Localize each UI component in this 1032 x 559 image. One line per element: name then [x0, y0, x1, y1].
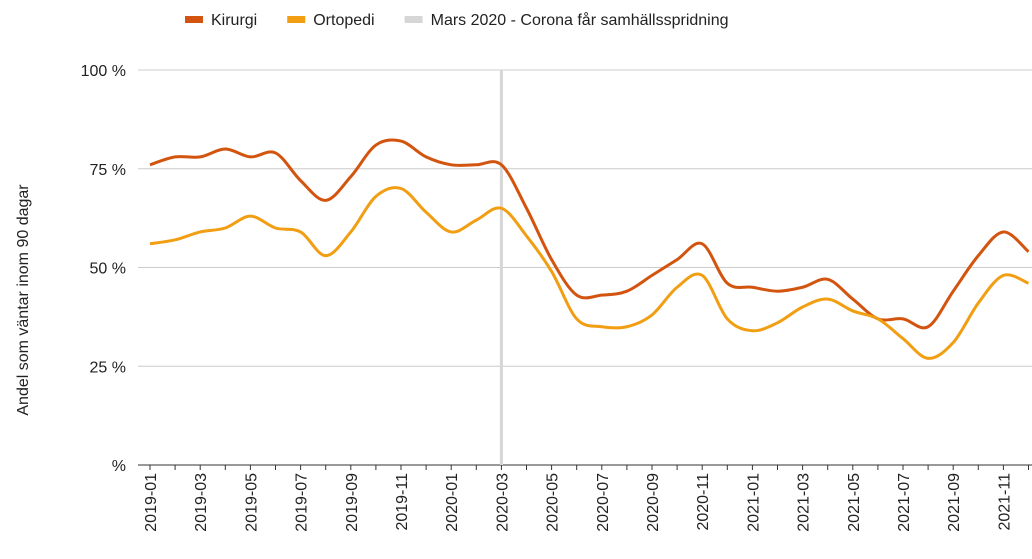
x-tick-label: 2020-07 [595, 473, 612, 532]
y-tick-label: 100 % [81, 63, 126, 80]
y-tick-label: % [112, 458, 126, 475]
y-tick-label: 50 % [90, 261, 126, 278]
legend-swatch [287, 16, 306, 23]
y-axis-label: Andel som väntar inom 90 dagar [15, 184, 32, 416]
x-tick-label: 2019-01 [143, 473, 160, 532]
data-line [149, 138, 1030, 330]
x-tick-label: 2019-03 [193, 473, 210, 532]
x-tick-label: 2020-01 [444, 473, 461, 532]
legend-swatch [185, 16, 203, 23]
x-tick-label: 2020-05 [545, 473, 562, 532]
x-tick-label: 2021-03 [796, 473, 813, 532]
x-tick-label: 2020-03 [494, 473, 511, 532]
data-line [149, 186, 1030, 360]
y-tick-label: 25 % [90, 359, 126, 376]
x-tick-label: 2019-05 [243, 473, 260, 532]
x-tick-label: 2021-07 [896, 473, 913, 532]
x-tick-label: 2019-11 [394, 473, 411, 531]
x-tick-label: 2021-11 [996, 473, 1013, 531]
x-tick-label: 2020-11 [695, 473, 712, 531]
legend-label: Kirurgi [211, 12, 257, 29]
legend-swatch [404, 16, 423, 23]
x-tick-label: 2021-09 [946, 473, 963, 532]
y-tick-label: 75 % [90, 162, 126, 179]
legend-label: Ortopedi [313, 12, 374, 29]
x-tick-label: 2021-01 [745, 473, 762, 532]
legend-label: Mars 2020 - Corona får samhällsspridning [431, 11, 729, 29]
x-tick-label: 2019-09 [344, 473, 361, 532]
x-tick-label: 2019-07 [294, 473, 311, 532]
x-tick-label: 2020-09 [645, 473, 662, 532]
x-tick-label: 2021-05 [846, 473, 863, 532]
